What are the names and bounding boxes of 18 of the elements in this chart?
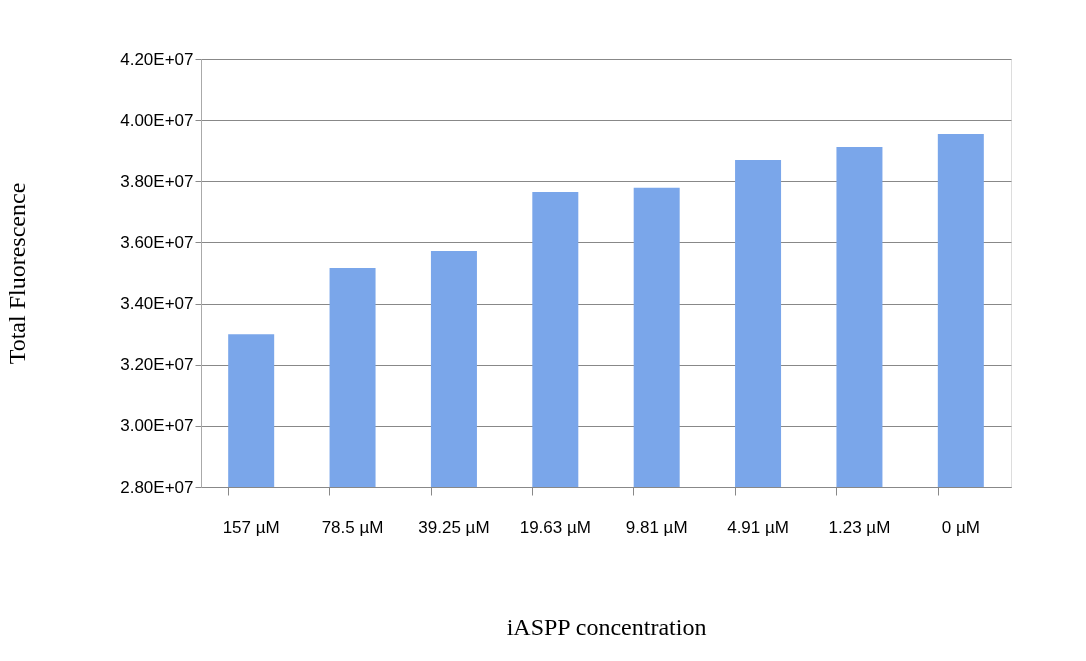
x-tick-label: 78.5 µM xyxy=(321,517,384,537)
x-tick-label: 39.25 µM xyxy=(418,517,490,537)
x-tick-label: 19.63 µM xyxy=(519,517,591,537)
y-tick-label: 3.00E+07 xyxy=(120,416,194,436)
y-tick-label: 3.40E+07 xyxy=(120,294,194,314)
y-tick-label: 4.20E+07 xyxy=(120,49,194,69)
x-tick-label: 0 µM xyxy=(941,517,980,537)
x-tick-label: 9.81 µM xyxy=(625,517,688,537)
y-tick-label: 3.20E+07 xyxy=(120,355,194,375)
y-tick-label: 4.00E+07 xyxy=(120,110,194,130)
y-axis-title: Total Fluorescence xyxy=(4,182,31,365)
x-axis-title: iASPP concentration xyxy=(506,613,707,640)
x-tick-label: 157 µM xyxy=(222,517,280,537)
y-tick-label: 2.80E+07 xyxy=(120,477,194,497)
x-tick-label: 1.23 µM xyxy=(828,517,891,537)
x-tick-label: 4.91 µM xyxy=(727,517,789,537)
y-tick-label: 3.80E+07 xyxy=(120,171,194,191)
y-tick-label: 3.60E+07 xyxy=(120,232,194,252)
